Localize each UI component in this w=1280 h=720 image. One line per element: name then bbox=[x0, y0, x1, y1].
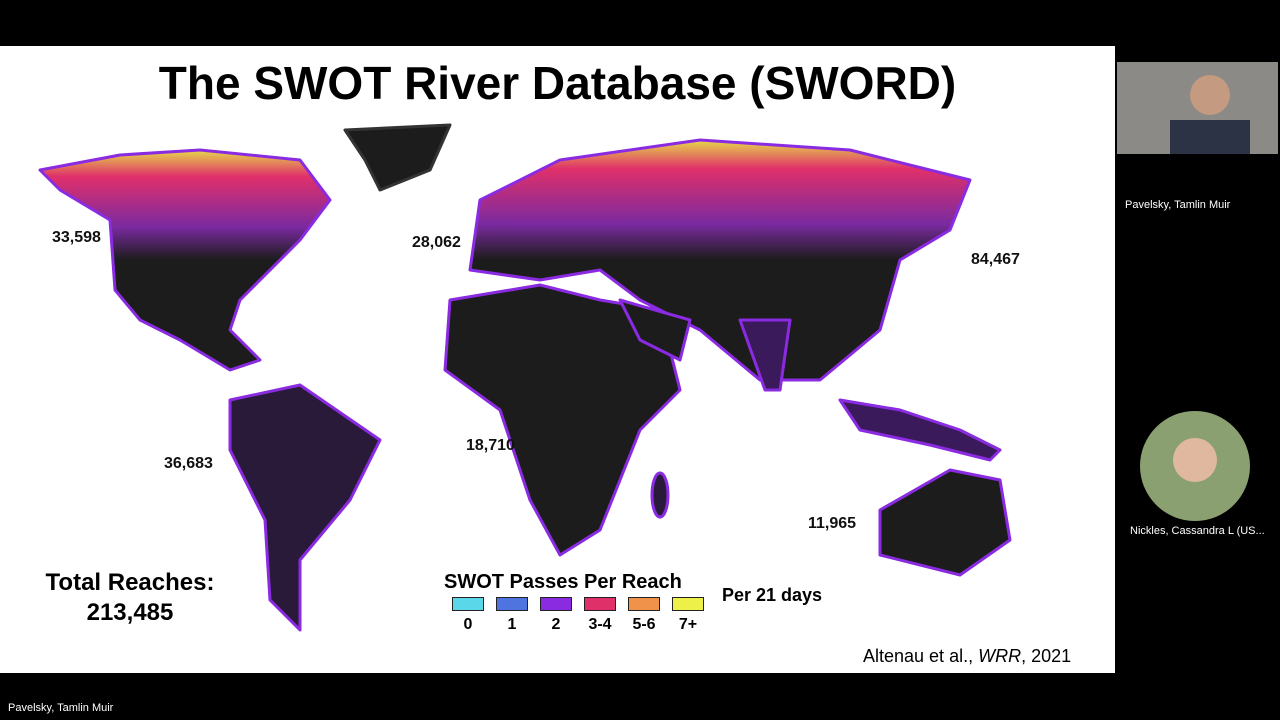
legend-label: 5-6 bbox=[632, 616, 656, 633]
legend-title: SWOT Passes Per Reach bbox=[444, 571, 682, 593]
citation: Altenau et al., WRR, 2021 bbox=[863, 646, 1071, 667]
legend-swatch bbox=[452, 597, 484, 611]
legend-swatch bbox=[672, 597, 704, 611]
total-reaches: Total Reaches: 213,485 bbox=[20, 568, 240, 628]
legend-swatch bbox=[628, 597, 660, 611]
region-count: 84,467 bbox=[971, 251, 1020, 268]
region-count: 28,062 bbox=[412, 234, 461, 251]
active-speaker: Pavelsky, Tamlin Muir bbox=[8, 702, 114, 714]
eurasia bbox=[468, 138, 972, 382]
legend-period: Per 21 days bbox=[722, 585, 823, 605]
india bbox=[738, 318, 792, 392]
greenland bbox=[343, 123, 452, 192]
legend-label: 0 bbox=[463, 616, 473, 633]
total-value: 213,485 bbox=[86, 599, 174, 626]
africa bbox=[443, 283, 682, 557]
region-count: 11,965 bbox=[808, 515, 857, 532]
citation-authors: Altenau et al., bbox=[863, 646, 979, 666]
participant-body bbox=[1170, 120, 1250, 154]
madagascar bbox=[650, 471, 670, 519]
total-label: Total Reaches: bbox=[45, 569, 215, 596]
legend-label: 7+ bbox=[678, 616, 698, 633]
participant-face bbox=[1173, 438, 1217, 482]
legend-label: 1 bbox=[507, 616, 517, 633]
south-america bbox=[228, 383, 382, 632]
legend-swatch bbox=[540, 597, 572, 611]
legend-label: 3-4 bbox=[588, 616, 612, 633]
participant-face bbox=[1190, 75, 1230, 115]
legend-label: 2 bbox=[551, 616, 561, 633]
slide-title: The SWOT River Database (SWORD) bbox=[158, 57, 957, 109]
arabia bbox=[618, 298, 692, 362]
legend-swatch bbox=[584, 597, 616, 611]
se-asia-islands bbox=[838, 398, 1002, 462]
citation-journal: WRR bbox=[978, 646, 1022, 666]
region-count: 18,710 bbox=[466, 437, 515, 454]
participant-name: Nickles, Cassandra L (US... bbox=[1130, 525, 1265, 537]
legend-swatch bbox=[496, 597, 528, 611]
participant-name: Pavelsky, Tamlin Muir bbox=[1125, 199, 1231, 211]
citation-year: , 2021 bbox=[1021, 646, 1072, 666]
region-count: 36,683 bbox=[164, 455, 213, 472]
north-america bbox=[38, 148, 332, 372]
region-count: 33,598 bbox=[52, 229, 101, 246]
australia bbox=[878, 468, 1012, 577]
